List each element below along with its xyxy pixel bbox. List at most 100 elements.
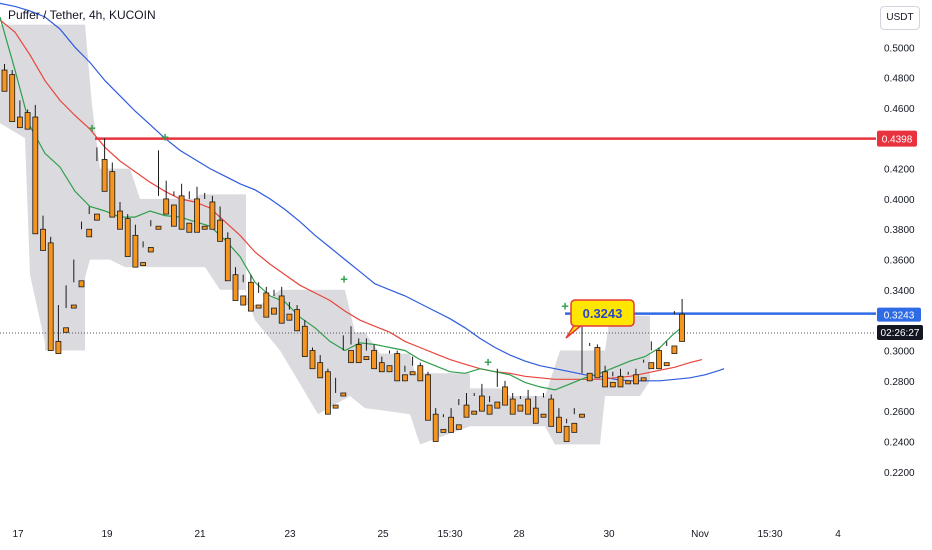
candle-43 (332, 377, 339, 409)
candle-body-down (494, 401, 501, 409)
candle-body-down (24, 112, 31, 130)
candle-body-down (117, 210, 123, 230)
candle-body-down (32, 116, 39, 235)
candle-60 (463, 392, 470, 418)
candle-77 (594, 344, 601, 379)
candle-body-down (178, 195, 185, 230)
candle-body-down (1, 69, 8, 92)
callout-box[interactable] (570, 299, 635, 327)
y-tick-label: 0.3400 (884, 286, 915, 297)
candle-56 (432, 408, 439, 442)
candle-11 (86, 206, 93, 238)
candle-body-down (224, 237, 231, 282)
candle-body-down (101, 159, 108, 192)
candle-52 (401, 365, 408, 382)
y-tick-label: 0.3600 (884, 256, 915, 267)
candle-body-down (317, 362, 324, 379)
candle-body-down (124, 218, 131, 257)
ema-slow-line (0, 2, 725, 382)
x-tick-label: 28 (513, 529, 525, 540)
candle-body-down (278, 295, 285, 324)
candle-51 (394, 350, 401, 382)
candle-70 (540, 392, 547, 418)
candle-37 (286, 302, 293, 321)
candle-body-down (201, 225, 208, 230)
resistance-tag-label: 0.4398 (882, 135, 913, 146)
candle-body-down (163, 198, 170, 215)
candle-body-down (640, 377, 647, 382)
candle-body-down (548, 398, 555, 427)
candle-body-down (40, 228, 46, 251)
candle-57 (440, 414, 447, 433)
candle-body-down (656, 350, 662, 370)
candle-16 (124, 214, 131, 257)
candle-72 (556, 408, 562, 433)
plus-marker-icon: + (561, 299, 569, 314)
candle-55 (425, 371, 431, 421)
plus-marker-icon: + (161, 130, 169, 145)
x-tick-label: 23 (284, 529, 296, 540)
candle-body-down (186, 222, 193, 233)
current-price-tag-label: 0.3243 (884, 311, 915, 322)
candle-body-down (679, 313, 685, 342)
candle-64 (494, 368, 501, 409)
candle-74 (571, 408, 578, 433)
candle-84 (648, 341, 655, 370)
candle-body-down (440, 428, 447, 433)
candle-body-down (517, 404, 524, 412)
x-tick-label: 21 (194, 529, 206, 540)
candle-body-down (409, 371, 416, 376)
candle-body-down (417, 365, 424, 382)
x-tick-label: Nov (691, 529, 709, 540)
candle-65 (502, 380, 508, 406)
candle-80 (617, 368, 624, 388)
candle-body-down (70, 304, 77, 309)
candle-42 (324, 368, 331, 415)
candle-body-down (525, 398, 531, 415)
candle-39 (301, 320, 308, 357)
y-tick-label: 0.4200 (884, 165, 915, 176)
candle-body-down (324, 371, 331, 415)
candle-body-down (232, 274, 239, 301)
countdown-label: 02:26:27 (881, 328, 920, 339)
candle-17 (132, 224, 139, 268)
resistance-tag (877, 130, 917, 147)
y-tick-label: 0.3800 (884, 225, 915, 236)
candle-9 (70, 259, 77, 309)
candle-62 (478, 383, 485, 412)
candle-body-down (401, 374, 408, 382)
candle-12 (94, 147, 100, 221)
candle-body-down (371, 350, 378, 370)
currency-button[interactable]: USDT (880, 6, 920, 30)
candle-36 (278, 286, 285, 324)
candle-35 (271, 289, 277, 315)
candle-5 (40, 215, 46, 251)
candle-body-down (9, 74, 16, 123)
y-tick-label: 0.2600 (884, 407, 915, 418)
candle-body-down (309, 350, 316, 370)
candle-body-down (386, 365, 393, 373)
candle-body-down (255, 304, 262, 309)
candle-body-down (355, 344, 362, 364)
plus-marker-icon: + (484, 355, 492, 370)
candle-body-down (132, 234, 139, 268)
candle-body-down (571, 422, 578, 433)
x-tick-label: 15:30 (437, 529, 462, 540)
y-tick-label: 0.3000 (884, 347, 915, 358)
candle-body-down (155, 225, 162, 230)
candle-body-down (455, 424, 462, 430)
candle-body-down (78, 280, 85, 288)
candle-33 (255, 282, 262, 309)
candle-1 (9, 70, 16, 123)
candle-body-down (217, 219, 224, 242)
candle-82 (633, 368, 639, 385)
candle-24 (186, 191, 193, 233)
candle-body-down (301, 325, 308, 357)
candle-body-down (109, 171, 116, 218)
candle-body-down (247, 281, 254, 312)
candle-19 (147, 220, 154, 253)
candle-34 (263, 286, 270, 318)
candle-body-down (47, 242, 54, 351)
chart-title: Puffer / Tether, 4h, KUCOIN (8, 8, 156, 22)
